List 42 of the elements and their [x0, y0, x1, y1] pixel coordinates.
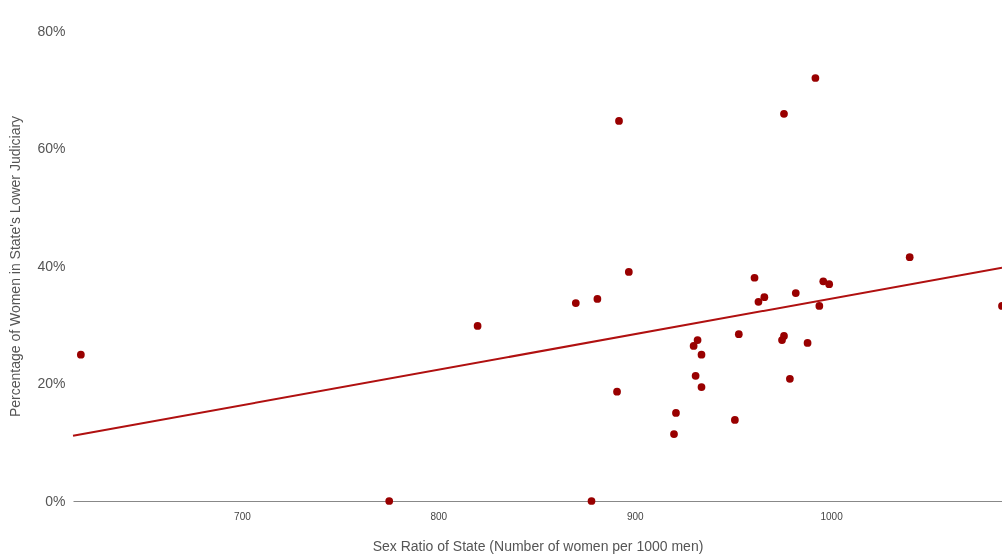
- point: [587, 497, 596, 505]
- point: [750, 273, 759, 282]
- point: [693, 336, 702, 344]
- point: [803, 339, 812, 347]
- point: [613, 387, 621, 396]
- point: [905, 253, 914, 262]
- point: [734, 330, 743, 339]
- point: [624, 268, 633, 276]
- x-tick-label: 1000: [820, 510, 844, 522]
- point: [811, 74, 820, 82]
- y-tick-label: 80%: [37, 22, 66, 39]
- point: [615, 117, 623, 125]
- point: [672, 409, 680, 417]
- y-tick-label: 20%: [37, 375, 66, 391]
- point: [760, 293, 769, 301]
- point: [593, 295, 602, 303]
- point: [780, 109, 788, 118]
- point: [670, 430, 678, 438]
- y-tick-label: 40%: [37, 257, 66, 274]
- point: [731, 416, 739, 424]
- point: [571, 299, 580, 307]
- x-tick-label: 900: [626, 510, 644, 522]
- x-tick-label: 700: [234, 510, 252, 522]
- point: [754, 297, 763, 306]
- point: [473, 322, 482, 330]
- point: [819, 277, 828, 286]
- point: [697, 383, 706, 391]
- point: [791, 289, 800, 297]
- x-tick-label: 800: [430, 510, 448, 522]
- x-axis-title: Sex Ratio of State (Number of women per 1000 men): [372, 537, 704, 554]
- y-tick-label: 60%: [37, 140, 66, 156]
- point: [76, 350, 85, 359]
- point: [825, 280, 834, 289]
- y-axis-title: Percentage of Women in State's Lower Judiciary: [7, 115, 24, 418]
- point: [815, 302, 824, 310]
- point: [691, 372, 700, 380]
- point: [385, 497, 394, 505]
- y-tick-label: 0%: [45, 492, 66, 509]
- point: [786, 374, 794, 383]
- point: [689, 342, 698, 350]
- point: [778, 336, 786, 344]
- point: [697, 350, 706, 359]
